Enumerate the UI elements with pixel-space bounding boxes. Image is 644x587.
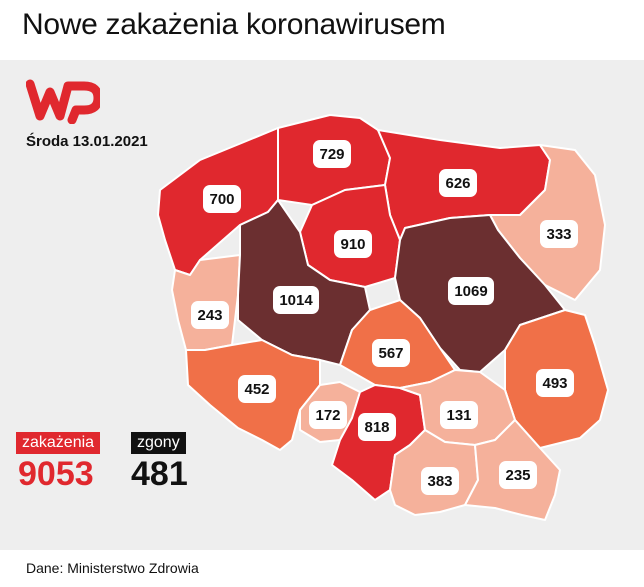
badge-box-dolnoslaskie xyxy=(238,375,276,403)
badge-box-pomorskie xyxy=(313,140,351,168)
badge-value-podkarpackie: 235 xyxy=(505,467,530,484)
badge-box-malopolskie xyxy=(421,467,459,495)
badge-value-mazowieckie: 1069 xyxy=(454,283,487,300)
badge-box-podkarpackie xyxy=(499,461,537,489)
badge-value-wielkopolskie: 1014 xyxy=(279,292,313,309)
wp-logo-icon xyxy=(26,79,100,124)
badge-value-zachodniopomorskie: 700 xyxy=(209,191,234,208)
badge-value-dolnoslaskie: 452 xyxy=(244,381,269,398)
infections-label: zakażenia xyxy=(16,432,101,454)
badge-box-mazowieckie xyxy=(448,277,494,305)
badge-box-lubuskie xyxy=(191,301,229,329)
date-label: Środa 13.01.2021 xyxy=(26,133,148,150)
badge-box-opolskie xyxy=(309,401,347,429)
badge-value-pomorskie: 729 xyxy=(319,146,344,163)
badge-value-lubuskie: 243 xyxy=(197,307,222,324)
badge-value-kujawsko-pomorskie: 910 xyxy=(340,236,365,253)
badge-box-warminsko-mazurskie xyxy=(439,169,477,197)
badge-box-slaskie xyxy=(358,413,396,441)
badge-box-lodzkie xyxy=(372,339,410,367)
badge-box-podlaskie xyxy=(540,220,578,248)
badge-box-lubelskie xyxy=(536,369,574,397)
deaths-label: zgony xyxy=(131,432,186,454)
badge-value-lubelskie: 493 xyxy=(542,375,567,392)
badge-value-warminsko-mazurskie: 626 xyxy=(445,175,470,192)
badge-box-swietokrzyskie xyxy=(440,401,478,429)
infections-value: 9053 xyxy=(18,455,94,493)
badge-value-podlaskie: 333 xyxy=(546,226,571,243)
badge-box-zachodniopomorskie xyxy=(203,185,241,213)
badge-value-lodzkie: 567 xyxy=(378,345,403,362)
badge-value-malopolskie: 383 xyxy=(427,473,452,490)
badge-value-opolskie: 172 xyxy=(315,407,340,424)
deaths-value: 481 xyxy=(131,455,188,493)
badge-value-swietokrzyskie: 131 xyxy=(446,407,471,424)
badge-box-wielkopolskie xyxy=(273,286,319,314)
source-note: Dane: Ministerstwo Zdrowia xyxy=(26,560,199,576)
badge-box-kujawsko-pomorskie xyxy=(334,230,372,258)
badge-value-slaskie: 818 xyxy=(364,419,389,436)
page-title: Nowe zakażenia koronawirusem xyxy=(22,8,446,41)
